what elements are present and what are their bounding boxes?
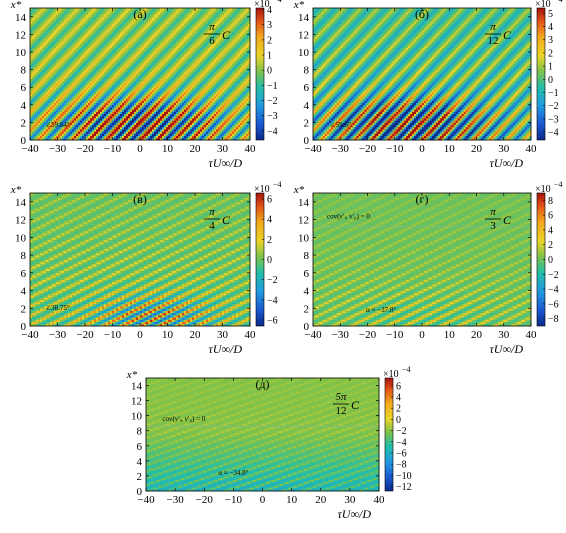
chart-panel: −40−30−20−1001020304002468101214x*τU∞/D(… [10, 0, 282, 170]
